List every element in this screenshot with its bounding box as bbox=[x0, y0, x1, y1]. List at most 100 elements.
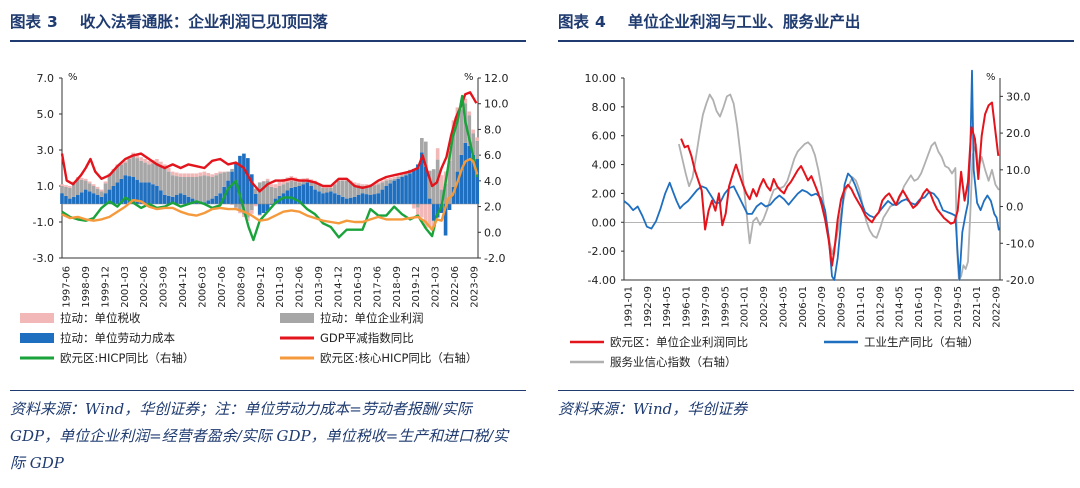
tax-bar bbox=[439, 175, 444, 190]
labor-cost-bar bbox=[467, 145, 472, 204]
tax-bar bbox=[159, 161, 163, 166]
labor-cost-bar bbox=[64, 195, 68, 204]
tax-bar bbox=[99, 189, 104, 192]
labor-cost-bar bbox=[162, 195, 167, 204]
x-tick-label: 2012-09 bbox=[875, 286, 886, 328]
profit-bar bbox=[159, 165, 163, 191]
profit-bar bbox=[261, 181, 266, 204]
labor-cost-bar bbox=[249, 174, 254, 204]
labor-cost-bar bbox=[218, 193, 222, 204]
labor-cost-bar bbox=[60, 193, 64, 204]
y-tick-label-right: 30.0 bbox=[1006, 90, 1031, 103]
y-tick-label-right: -2.0 bbox=[484, 252, 505, 265]
labor-cost-bar bbox=[186, 196, 191, 204]
profit-bar bbox=[210, 177, 215, 199]
tax-bar bbox=[123, 160, 128, 163]
labor-cost-bar bbox=[384, 186, 389, 204]
figure-4-title-rule bbox=[558, 40, 1074, 42]
profit-bar bbox=[348, 182, 353, 198]
x-tick-label: 2006-03 bbox=[198, 266, 209, 308]
labor-cost-bar bbox=[289, 187, 294, 204]
labor-cost-bar bbox=[376, 193, 381, 204]
tax-bar bbox=[242, 214, 246, 218]
tax-bar bbox=[257, 214, 262, 216]
labor-cost-bar bbox=[333, 193, 337, 204]
labor-cost-bar bbox=[447, 204, 452, 210]
tax-bar bbox=[202, 171, 207, 176]
unit-profit-line bbox=[680, 101, 1000, 267]
x-tick-label: 2019-12 bbox=[411, 266, 422, 308]
tax-bar bbox=[376, 182, 381, 185]
labor-cost-bar bbox=[388, 183, 393, 204]
profit-bar bbox=[75, 178, 80, 195]
tax-bar bbox=[475, 137, 480, 141]
profit-bar bbox=[329, 187, 333, 192]
profit-bar bbox=[467, 115, 472, 146]
x-tick-label: 2021-01 bbox=[972, 286, 983, 328]
labor-cost-bar bbox=[166, 195, 171, 204]
profit-bar bbox=[400, 175, 404, 177]
profit-bar bbox=[301, 181, 306, 185]
y-tick-label-right: 10.0 bbox=[1006, 164, 1031, 177]
profit-bar bbox=[115, 166, 120, 183]
profit-bar bbox=[360, 186, 365, 194]
labor-cost-bar bbox=[380, 189, 385, 204]
profit-bar bbox=[273, 187, 278, 199]
labor-cost-bar bbox=[412, 168, 416, 204]
labor-cost-bar bbox=[72, 196, 76, 204]
profit-bar bbox=[459, 109, 464, 155]
y-tick-label-right: -10.0 bbox=[1006, 237, 1034, 250]
profit-bar bbox=[131, 155, 135, 177]
profit-bar bbox=[372, 185, 377, 195]
labor-cost-bar bbox=[107, 189, 112, 204]
labor-cost-bar bbox=[246, 158, 250, 204]
tax-bar bbox=[214, 172, 219, 176]
tax-bar bbox=[269, 184, 274, 187]
tax-bar bbox=[463, 98, 468, 104]
y-tick-label-right: 10.0 bbox=[484, 98, 509, 111]
y-tick-label-right: 2.0 bbox=[484, 201, 502, 214]
profit-bar bbox=[68, 187, 72, 199]
y-unit-right: % bbox=[986, 72, 996, 83]
y-unit-left: % bbox=[68, 72, 78, 83]
profit-bar bbox=[443, 183, 448, 204]
tax-bar bbox=[360, 184, 365, 186]
figure-3-label: 图表 bbox=[10, 13, 42, 31]
labor-cost-bar bbox=[135, 179, 139, 204]
x-tick-label: 2017-06 bbox=[372, 266, 383, 308]
labor-cost-bar bbox=[147, 182, 151, 204]
labor-cost-bar bbox=[123, 175, 128, 204]
labor-cost-bar bbox=[83, 189, 88, 204]
x-tick-label: 2019-05 bbox=[953, 286, 964, 328]
profit-bar bbox=[246, 204, 250, 218]
tax-bar bbox=[198, 172, 203, 177]
profit-bar bbox=[455, 114, 460, 172]
gdp-deflator-line bbox=[60, 91, 478, 193]
profit-bar bbox=[206, 176, 211, 201]
profit-bar bbox=[87, 183, 92, 192]
labor-cost-bar bbox=[317, 191, 321, 204]
labor-cost-bar bbox=[230, 171, 234, 204]
legend-label: 欧元区:HICP同比（右轴） bbox=[60, 351, 194, 365]
figure-3-source-rule bbox=[10, 390, 526, 391]
labor-cost-bar bbox=[475, 159, 480, 204]
figure-4-chart: -4.00 -2.00 0.00 2.00 4.00 6.00 8.00 10.00 -20.0… bbox=[570, 69, 1034, 369]
tax-bar bbox=[230, 204, 234, 205]
labor-cost-bar bbox=[344, 198, 349, 204]
tax-bar bbox=[423, 204, 428, 228]
profit-bar bbox=[127, 159, 132, 177]
labor-cost-bar bbox=[297, 186, 302, 204]
labor-cost-bar bbox=[178, 193, 183, 204]
tax-bar bbox=[392, 177, 396, 179]
x-tick-label: 1999-12 bbox=[100, 266, 111, 308]
figure-3-title-rule bbox=[10, 40, 526, 42]
labor-cost-bar bbox=[151, 184, 155, 204]
tax-bar bbox=[60, 184, 64, 186]
profit-bar bbox=[265, 180, 270, 204]
figure-4-number: 4 bbox=[595, 13, 606, 31]
x-tick-label: 2016-01 bbox=[914, 286, 925, 328]
y-unit-right: % bbox=[464, 72, 474, 83]
labor-cost-bar bbox=[368, 195, 373, 204]
profit-bar bbox=[384, 180, 389, 186]
profit-bar bbox=[340, 180, 345, 197]
